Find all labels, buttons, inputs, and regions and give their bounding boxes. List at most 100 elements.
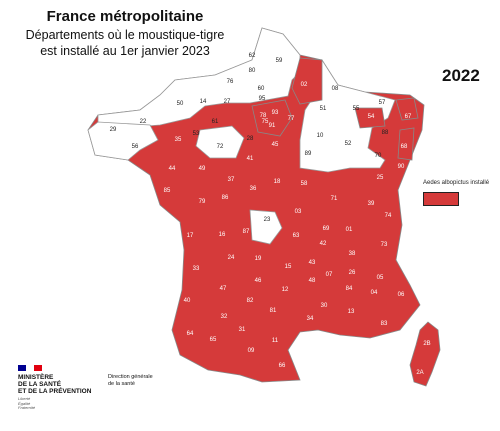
department-40-label: 40 <box>184 298 191 304</box>
year-label: 2022 <box>442 66 480 85</box>
department-64-label: 64 <box>187 331 194 337</box>
department-80-label: 80 <box>249 68 256 74</box>
department-46-label: 46 <box>255 278 262 284</box>
department-06-label: 06 <box>398 292 405 298</box>
department-18-label: 18 <box>274 179 281 185</box>
department-91-label: 91 <box>269 123 276 129</box>
department-88-label: 88 <box>382 130 389 136</box>
department-75-label: 75 <box>262 119 269 125</box>
ministry-logo: MINISTÈRE DE LA SANTÉ ET DE LA PRÉVENTIO… <box>18 365 91 411</box>
department-19-label: 19 <box>255 256 262 262</box>
department-83-label: 83 <box>381 321 388 327</box>
department-65-label: 65 <box>210 337 217 343</box>
department-30-label: 30 <box>321 303 328 309</box>
department-42-label: 42 <box>320 241 327 247</box>
department-55-label: 55 <box>353 106 360 112</box>
department-48-label: 48 <box>309 278 316 284</box>
department-78-label: 78 <box>260 113 267 119</box>
department-26-label: 26 <box>349 270 356 276</box>
department-25-label: 25 <box>377 175 384 181</box>
department-62-label: 62 <box>249 53 256 59</box>
department-33-label: 33 <box>193 266 200 272</box>
department-23-label: 23 <box>264 217 271 223</box>
west-brittany-white-zone <box>87 121 159 161</box>
department-45-label: 45 <box>272 142 279 148</box>
department-04-label: 04 <box>371 290 378 296</box>
department-81-label: 81 <box>270 308 277 314</box>
bas-rhin-installed <box>395 97 419 121</box>
department-71-label: 71 <box>331 196 338 202</box>
department-08-label: 08 <box>332 86 339 92</box>
department-70-label: 70 <box>375 153 382 159</box>
department-15-label: 15 <box>285 264 292 270</box>
department-85-label: 85 <box>164 188 171 194</box>
department-86-label: 86 <box>222 195 229 201</box>
center-north-white-zone <box>195 125 245 159</box>
legend-swatch-installed <box>423 192 459 206</box>
department-59-label: 59 <box>276 58 283 64</box>
department-53-label: 53 <box>193 131 200 137</box>
department-2A-label: 2A <box>416 370 423 376</box>
direction-generale-label: Direction générale de la santé <box>108 374 153 387</box>
department-77-label: 77 <box>288 116 295 122</box>
department-36-label: 36 <box>250 186 257 192</box>
department-73-label: 73 <box>381 242 388 248</box>
subtitle-line-2: est installé au 1er janvier 2023 <box>40 44 210 58</box>
department-14-label: 14 <box>200 99 207 105</box>
department-35-label: 35 <box>175 137 182 143</box>
ministry-name: MINISTÈRE DE LA SANTÉ ET DE LA PRÉVENTIO… <box>18 374 92 395</box>
department-52-label: 52 <box>345 141 352 147</box>
department-60-label: 60 <box>258 86 265 92</box>
department-58-label: 58 <box>301 181 308 187</box>
department-87-label: 87 <box>243 229 250 235</box>
department-51-label: 51 <box>320 106 327 112</box>
department-38-label: 38 <box>349 251 356 257</box>
subtitle-line-1: Départements où le moustique-tigre <box>25 28 225 42</box>
department-47-label: 47 <box>220 286 227 292</box>
department-89-label: 89 <box>305 151 312 157</box>
department-37-label: 37 <box>228 177 235 183</box>
department-10-label: 10 <box>317 133 324 139</box>
department-39-label: 39 <box>368 201 375 207</box>
department-56-label: 56 <box>132 144 139 150</box>
department-05-label: 05 <box>377 275 384 281</box>
department-93-label: 93 <box>272 110 279 116</box>
department-12-label: 12 <box>282 287 289 293</box>
department-31-label: 31 <box>239 327 246 333</box>
department-69-label: 69 <box>323 226 330 232</box>
department-63-label: 63 <box>293 233 300 239</box>
department-32-label: 32 <box>221 314 228 320</box>
aisne-installed <box>291 57 323 105</box>
department-49-label: 49 <box>199 166 206 172</box>
creuse-white-zone <box>249 209 283 245</box>
department-79-label: 79 <box>199 199 206 205</box>
department-24-label: 24 <box>228 255 235 261</box>
department-67-label: 67 <box>405 114 412 120</box>
republic-motto: Liberté Égalité Fraternité <box>18 396 36 410</box>
department-09-label: 09 <box>248 348 255 354</box>
meurthe-et-moselle-installed <box>354 107 386 129</box>
department-11-label: 11 <box>272 338 279 344</box>
department-17-label: 17 <box>187 233 194 239</box>
legend: Aedes albopictus installé <box>423 180 489 206</box>
map-subtitle: Départements où le moustique-tigre est i… <box>0 27 250 59</box>
department-66-label: 66 <box>279 363 286 369</box>
department-50-label: 50 <box>177 101 184 107</box>
department-21-label: 21 <box>340 164 347 170</box>
department-84-label: 84 <box>346 286 353 292</box>
department-28-label: 28 <box>247 136 254 142</box>
department-29-label: 29 <box>110 127 117 133</box>
department-02-label: 02 <box>301 82 308 88</box>
haut-rhin-installed <box>397 127 415 161</box>
department-03-label: 03 <box>295 209 302 215</box>
department-76-label: 76 <box>227 79 234 85</box>
department-01-label: 01 <box>346 227 353 233</box>
marianne-flag-icon <box>18 365 42 371</box>
department-07-label: 07 <box>326 272 333 278</box>
department-34-label: 34 <box>307 316 314 322</box>
department-2B-label: 2B <box>423 341 430 347</box>
department-90-label: 90 <box>398 164 405 170</box>
department-44-label: 44 <box>169 166 176 172</box>
paris-area-installed <box>251 99 293 137</box>
